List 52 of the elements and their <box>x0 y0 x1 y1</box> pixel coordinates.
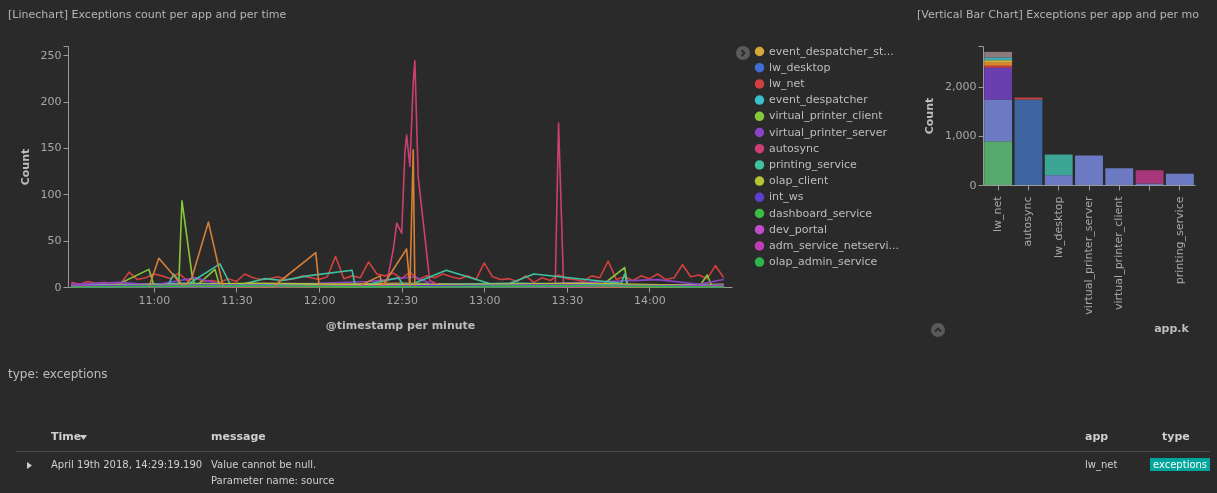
y-axis-title: Count <box>18 148 32 186</box>
y-tick-label: 50 <box>47 234 62 248</box>
text: app <box>1085 430 1109 443</box>
legend-label: dev_portal <box>769 222 828 236</box>
y-tick-label: 1,000 <box>945 129 977 143</box>
legend-label: lw_net <box>769 76 806 90</box>
legend-label: virtual_printer_client <box>769 109 884 123</box>
x-tick-label: autosync <box>1021 196 1035 247</box>
legend-label: virtual_printer_server <box>769 125 888 139</box>
legend-label: int_ws <box>769 190 804 204</box>
y-tick-label: 100 <box>40 187 62 201</box>
x-tick-label: lw_desktop <box>1051 196 1065 258</box>
x-tick-label: 11:30 <box>221 293 253 307</box>
legend-label: lw_desktop <box>769 60 831 74</box>
chart-title: [Vertical Bar Chart] Exceptions per app and per mo <box>917 8 1200 21</box>
text: Parameter name: source <box>211 475 335 486</box>
x-tick-label: 12:30 <box>386 293 418 307</box>
y-tick-label: 200 <box>40 95 62 109</box>
text: April 19th 2018, 14:29:19.190 <box>51 459 203 470</box>
legend-label: event_despatcher_st... <box>769 44 894 58</box>
x-tick-label: virtual_printer_client <box>1112 195 1126 311</box>
text: Time <box>51 430 82 443</box>
y-tick-label: 2,000 <box>945 80 977 94</box>
legend-label: printing_service <box>769 157 857 171</box>
x-tick-label: printing_service <box>1172 196 1186 285</box>
x-tick-label: 12:00 <box>303 293 336 307</box>
text: message <box>211 430 266 443</box>
legend-label: olap_client <box>769 174 829 188</box>
x-tick-label: lw_net <box>991 195 1005 233</box>
text: Value cannot be null. <box>211 459 317 470</box>
text: exceptions <box>1150 458 1211 471</box>
y-tick-label: 150 <box>40 141 62 155</box>
x-axis-title: app.k <box>1154 321 1190 335</box>
x-tick-label: 11:00 <box>138 293 171 307</box>
x-tick-label: virtual_printer_server <box>1082 196 1095 315</box>
text: lw_net <box>1085 459 1118 470</box>
x-axis-title: @timestamp per minute <box>325 318 476 332</box>
y-axis-title: Count <box>923 97 937 135</box>
x-tick-label: 13:00 <box>468 293 501 307</box>
legend-label: adm_service_netservi... <box>769 238 899 252</box>
x-tick-label: 13:30 <box>551 293 584 307</box>
legend-label: dashboard_service <box>769 206 873 220</box>
text: type: exceptions <box>8 367 108 381</box>
legend-label: olap_admin_service <box>769 255 878 269</box>
y-tick-label: 0 <box>54 280 62 294</box>
y-tick-label: 250 <box>40 48 62 62</box>
y-tick-label: 0 <box>969 178 977 192</box>
x-tick-label: 14:00 <box>634 293 666 307</box>
chart-title: [Linechart] Exceptions count per app and per time <box>8 8 287 21</box>
text: type <box>1162 430 1190 443</box>
legend-label: event_despatcher <box>769 93 869 107</box>
legend-label: autosync <box>769 141 820 155</box>
